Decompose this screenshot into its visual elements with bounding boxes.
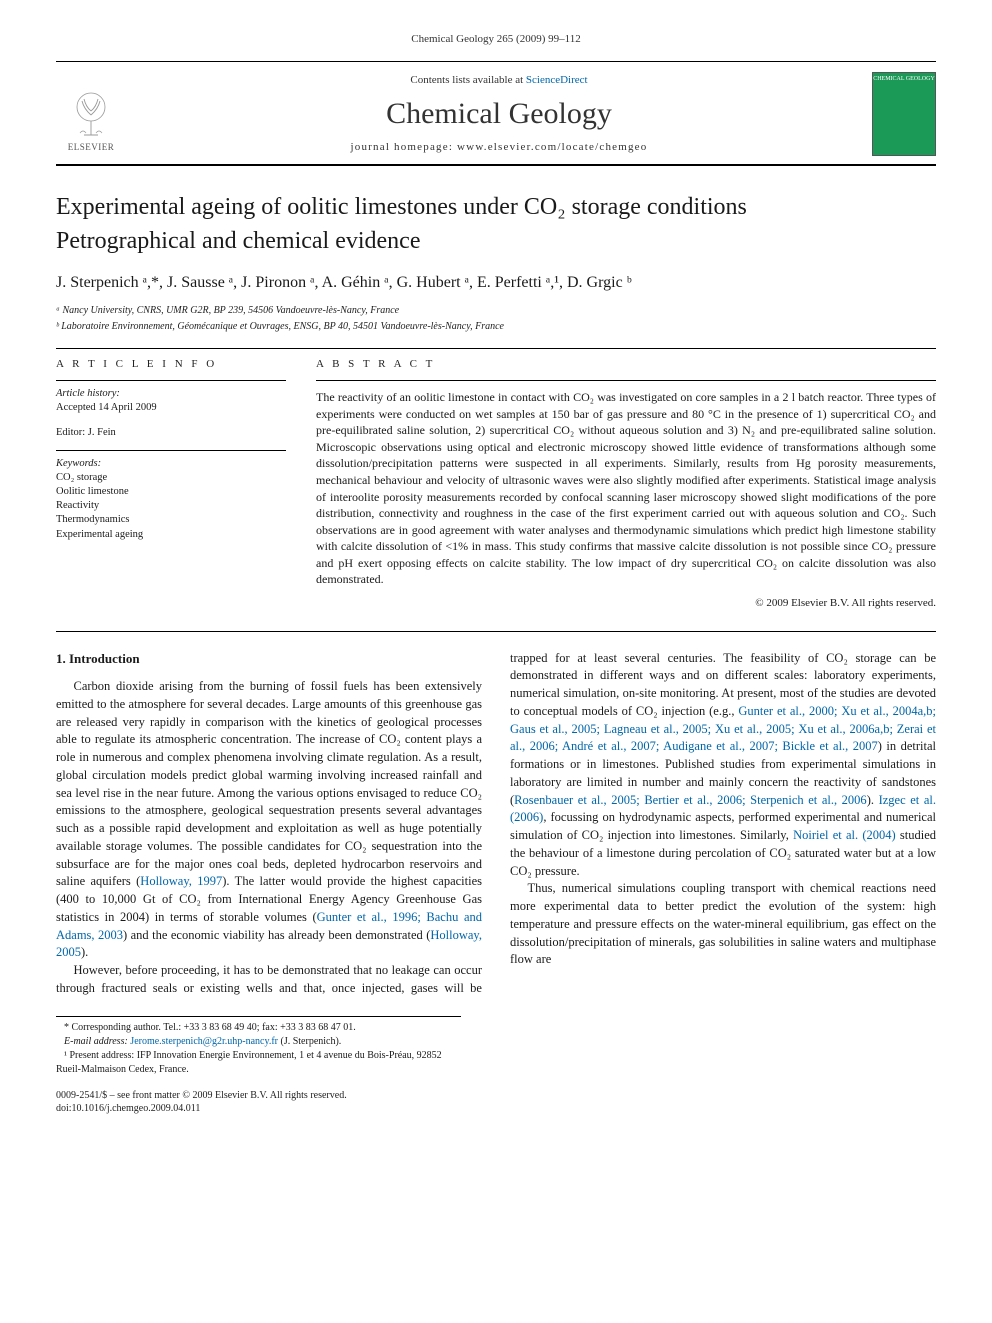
abstract-copyright: © 2009 Elsevier B.V. All rights reserved… bbox=[316, 596, 936, 611]
article-title-line1: Experimental ageing of oolitic limestone… bbox=[56, 192, 936, 222]
cover-text: CHEMICAL GEOLOGY bbox=[873, 73, 935, 83]
abstract-text: The reactivity of an oolitic limestone i… bbox=[316, 389, 936, 588]
section-heading-1: 1. Introduction bbox=[56, 650, 482, 668]
elsevier-tree-icon bbox=[66, 89, 116, 139]
rule-below-abs bbox=[56, 631, 936, 632]
rule-masthead-bottom bbox=[56, 164, 936, 166]
doi-line: doi:10.1016/j.chemgeo.2009.04.011 bbox=[56, 1102, 347, 1116]
affiliation-a: ᵃ Nancy University, CNRS, UMR G2R, BP 23… bbox=[56, 303, 936, 318]
abstract-heading: A B S T R A C T bbox=[316, 357, 936, 372]
contents-prefix: Contents lists available at bbox=[410, 74, 525, 86]
citation-link[interactable]: Rosenbauer et al., 2005; Bertier et al.,… bbox=[514, 793, 867, 807]
email-label: E-mail address: bbox=[64, 1036, 128, 1047]
journal-cover-thumb: CHEMICAL GEOLOGY bbox=[872, 72, 936, 156]
contents-line: Contents lists available at ScienceDirec… bbox=[126, 73, 872, 88]
keyword: Oolitic limestone bbox=[56, 485, 286, 499]
article-title-line2: Petrographical and chemical evidence bbox=[56, 226, 936, 256]
article-info-heading: A R T I C L E I N F O bbox=[56, 357, 286, 372]
article-info-column: A R T I C L E I N F O Article history: A… bbox=[56, 357, 286, 610]
journal-title: Chemical Geology bbox=[126, 94, 872, 135]
email-note: E-mail address: Jerome.sterpenich@g2r.uh… bbox=[56, 1035, 461, 1049]
keyword: Experimental ageing bbox=[56, 528, 286, 542]
publisher-name: ELSEVIER bbox=[68, 141, 115, 153]
history-label: Article history: bbox=[56, 387, 286, 401]
p2-text-c: ). bbox=[867, 793, 879, 807]
body-two-columns: 1. Introduction Carbon dioxide arising f… bbox=[56, 650, 936, 998]
journal-homepage: journal homepage: www.elsevier.com/locat… bbox=[126, 140, 872, 155]
editor-line: Editor: J. Fein bbox=[56, 426, 286, 440]
publisher-logo: ELSEVIER bbox=[56, 75, 126, 153]
keyword: Reactivity bbox=[56, 499, 286, 513]
front-matter-line: 0009-2541/$ – see front matter © 2009 El… bbox=[56, 1089, 347, 1103]
citation-link[interactable]: Noiriel et al. (2004) bbox=[793, 828, 896, 842]
rule-info-1 bbox=[56, 380, 286, 381]
email-link[interactable]: Jerome.sterpenich@g2r.uhp-nancy.fr bbox=[130, 1036, 278, 1047]
intro-para-1: Carbon dioxide arising from the burning … bbox=[56, 678, 482, 962]
history-value: Accepted 14 April 2009 bbox=[56, 401, 286, 415]
corresponding-author-note: * Corresponding author. Tel.: +33 3 83 6… bbox=[56, 1021, 461, 1035]
page-footer: 0009-2541/$ – see front matter © 2009 El… bbox=[56, 1089, 936, 1116]
rule-above-info bbox=[56, 348, 936, 349]
running-head: Chemical Geology 265 (2009) 99–112 bbox=[56, 32, 936, 47]
citation-link[interactable]: Adams, 2003 bbox=[56, 928, 123, 942]
masthead: ELSEVIER Contents lists available at Sci… bbox=[56, 62, 936, 164]
email-suffix: (J. Sterpenich). bbox=[278, 1036, 341, 1047]
rule-info-2 bbox=[56, 450, 286, 451]
keywords-label: Keywords: bbox=[56, 457, 286, 471]
footnotes: * Corresponding author. Tel.: +33 3 83 6… bbox=[56, 1016, 461, 1077]
keyword: Thermodynamics bbox=[56, 513, 286, 527]
citation-link[interactable]: Holloway, 1997 bbox=[140, 874, 222, 888]
p1-text-a: Carbon dioxide arising from the burning … bbox=[56, 679, 482, 888]
affiliations: ᵃ Nancy University, CNRS, UMR G2R, BP 23… bbox=[56, 303, 936, 334]
rule-abs bbox=[316, 380, 936, 381]
p1-text-c: ) and the economic viability has already… bbox=[123, 928, 430, 942]
abstract-column: A B S T R A C T The reactivity of an ool… bbox=[316, 357, 936, 610]
affiliation-b: ᵇ Laboratoire Environnement, Géomécaniqu… bbox=[56, 319, 936, 334]
author-list: J. Sterpenich ᵃ,*, J. Sausse ᵃ, J. Piron… bbox=[56, 272, 936, 294]
citation-link[interactable]: Gunter et al., 1996; Bachu and bbox=[317, 910, 482, 924]
p1-text-d: ). bbox=[81, 945, 88, 959]
intro-para-3: Thus, numerical simulations coupling tra… bbox=[510, 880, 936, 969]
sciencedirect-link[interactable]: ScienceDirect bbox=[526, 74, 588, 86]
present-address-note: ¹ Present address: IFP Innovation Energi… bbox=[56, 1049, 461, 1077]
keyword: CO₂ storage bbox=[56, 471, 286, 485]
